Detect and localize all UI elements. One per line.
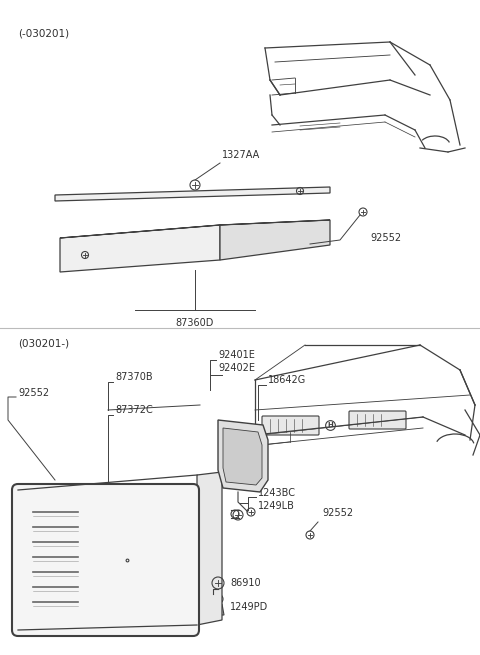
Text: 18642G: 18642G [268,375,306,385]
Text: 92552: 92552 [370,233,401,243]
Polygon shape [218,420,268,492]
Polygon shape [223,428,262,485]
Text: 1249LB: 1249LB [258,501,295,511]
Text: H: H [327,422,333,428]
Polygon shape [60,220,330,238]
Polygon shape [60,225,220,272]
Text: 1249PD: 1249PD [230,602,268,612]
FancyBboxPatch shape [12,484,199,636]
Polygon shape [212,604,224,615]
Text: 92401E: 92401E [218,350,255,360]
Text: (030201-): (030201-) [18,338,69,348]
Text: 1327AA: 1327AA [222,150,260,160]
Text: 1243BC: 1243BC [258,488,296,498]
Text: 92402E: 92402E [218,363,255,373]
Text: (-030201): (-030201) [18,28,69,38]
Text: 86910: 86910 [230,578,261,588]
FancyBboxPatch shape [262,416,319,435]
Polygon shape [220,220,330,260]
Text: 87360D: 87360D [176,318,214,328]
Text: 87370B: 87370B [115,372,153,382]
Text: 87372C: 87372C [115,405,153,415]
FancyBboxPatch shape [349,411,406,429]
Polygon shape [197,472,222,625]
Text: 92552: 92552 [322,508,353,518]
Text: 92552: 92552 [18,388,49,398]
Polygon shape [55,187,330,201]
